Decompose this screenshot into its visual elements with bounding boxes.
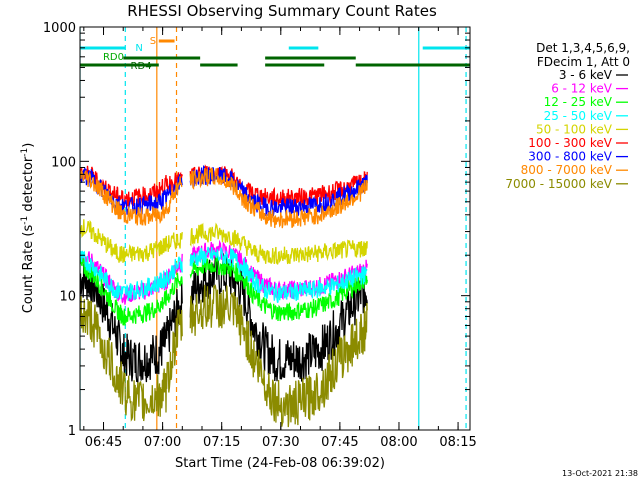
flag-label-rd0: RD0 [103,52,124,63]
y-axis-label: Count Rate (s-1 detector-1) [20,143,36,314]
legend-header-line-1: Det 1,3,4,5,6,9, [536,41,630,55]
legend-entry-label-0: 3 - 6 keV [559,68,613,82]
x-axis-ticks: 06:45 07:00 07:15 07:30 07:45 08:00 08:15 [83,27,477,450]
y-axis-ticks: 1 10 100 1000 [43,21,470,439]
y-label-sup1: -1 [20,216,30,225]
series-lines [80,164,368,428]
x-tick-label-0: 06:45 [85,435,122,450]
legend-entry-label-8: 7000 - 15000 keV [505,177,612,191]
y-tick-label-1: 10 [59,290,76,305]
y-label-sup2: -1 [20,148,30,157]
legend-entry-label-5: 100 - 300 keV [528,136,612,150]
series-line-4 [80,219,368,265]
y-tick-label-0: 1 [68,424,76,439]
series-line-2 [80,256,368,326]
chart-title: RHESSI Observing Summary Count Rates [127,2,437,20]
x-tick-label-5: 08:00 [380,435,417,450]
plot-frame [79,26,471,431]
series-line-3 [80,246,368,304]
x-tick-label-3: 07:30 [262,435,299,450]
y-label-part3: ) [21,143,36,148]
series-line-8 [80,284,368,428]
y-tick-label-3: 1000 [43,21,76,36]
legend-entry-label-7: 800 - 7000 keV [521,163,613,177]
plot-clip-group: NS RD0 RD4 [80,27,470,430]
flag-label-rd4: RD4 [131,61,152,72]
flag-label-s: S [150,36,156,47]
legend-header-line-2: FDecim 1, Att 0 [537,55,630,69]
x-tick-label-2: 07:15 [203,435,240,450]
generated-timestamp: 13-Oct-2021 21:38 [562,469,638,478]
x-axis-label: Start Time (24-Feb-08 06:39:02) [175,456,385,471]
legend-entry-label-2: 12 - 25 keV [544,95,613,109]
observing-flags: NS RD0 RD4 [80,36,470,72]
flag-label-n: N [135,43,142,54]
legend-entry-label-1: 6 - 12 keV [551,82,613,96]
x-tick-label-6: 08:15 [439,435,476,450]
legend: Det 1,3,4,5,6,9, FDecim 1, Att 0 3 - 6 k… [505,41,630,191]
legend-entry-label-4: 50 - 100 keV [536,122,613,136]
y-label-part2: detector [21,156,36,216]
series-line-7 [80,167,368,229]
x-tick-label-4: 07:45 [321,435,358,450]
y-label-part1: Count Rate (s [21,225,36,314]
y-tick-label-2: 100 [51,155,76,170]
legend-entry-label-6: 300 - 800 keV [528,150,612,164]
x-tick-label-1: 07:00 [144,435,181,450]
legend-entry-label-3: 25 - 50 keV [544,109,613,123]
